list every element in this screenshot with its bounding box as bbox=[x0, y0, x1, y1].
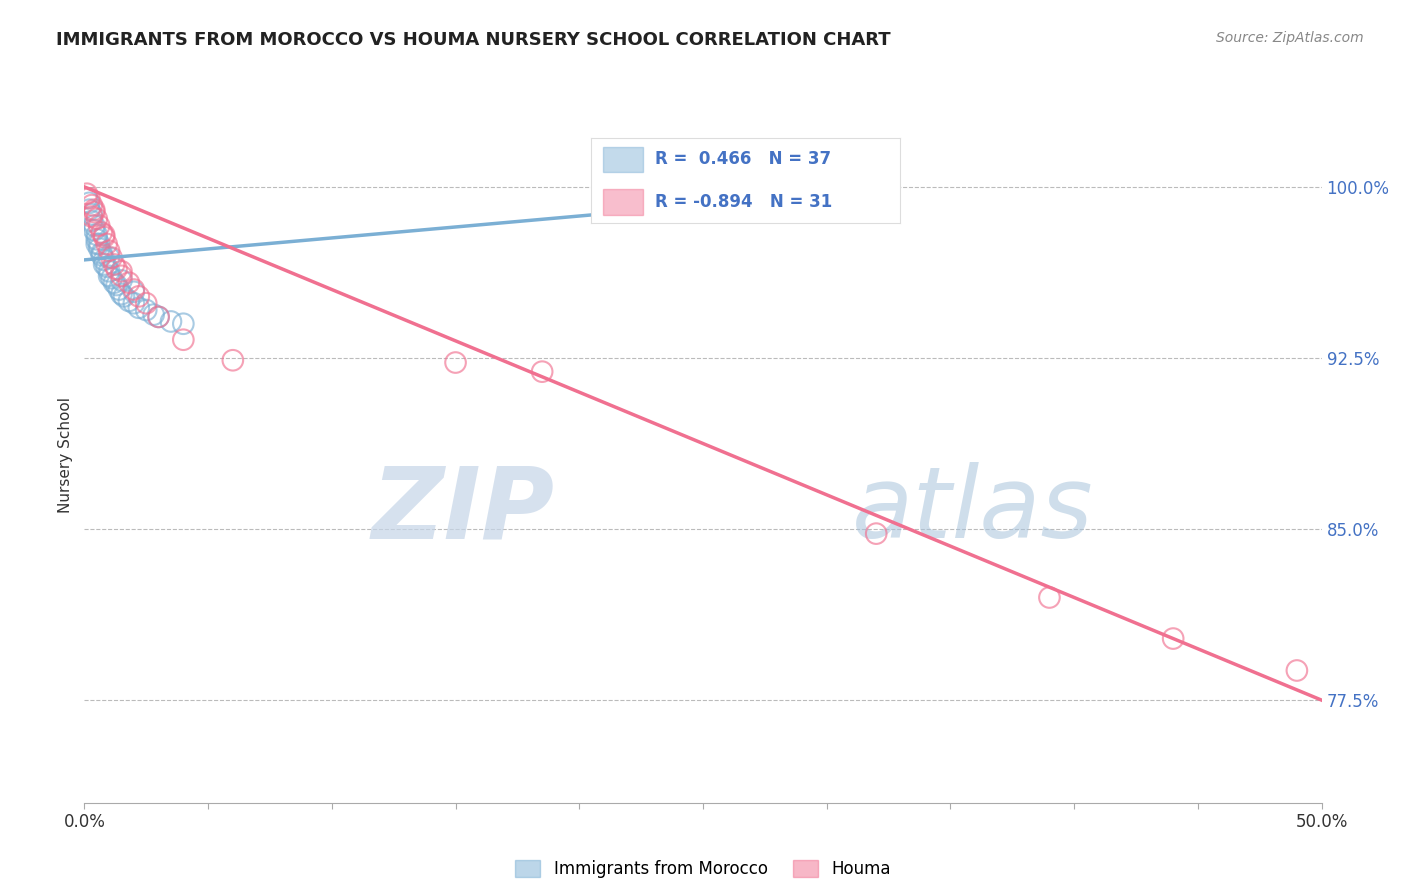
Point bbox=[105, 277, 128, 292]
Point bbox=[103, 276, 125, 290]
Point bbox=[118, 293, 141, 308]
Point bbox=[96, 236, 118, 251]
Point bbox=[122, 296, 145, 310]
Point bbox=[90, 248, 112, 262]
Point bbox=[108, 283, 131, 297]
Text: atlas: atlas bbox=[852, 462, 1092, 559]
Point bbox=[86, 227, 108, 242]
Point bbox=[76, 191, 98, 205]
Point bbox=[122, 285, 145, 299]
Point bbox=[148, 310, 170, 324]
Point bbox=[142, 308, 165, 322]
Point bbox=[100, 251, 122, 265]
Text: Source: ZipAtlas.com: Source: ZipAtlas.com bbox=[1216, 31, 1364, 45]
Point bbox=[112, 289, 135, 303]
Point bbox=[79, 202, 101, 217]
Point bbox=[135, 303, 157, 318]
Point bbox=[110, 264, 132, 278]
Point bbox=[103, 257, 125, 271]
Point bbox=[96, 260, 118, 274]
Point bbox=[172, 333, 194, 347]
Point bbox=[692, 189, 714, 203]
Point bbox=[531, 365, 554, 379]
Point bbox=[83, 202, 105, 217]
Point bbox=[98, 268, 121, 283]
Point bbox=[83, 205, 105, 219]
Point bbox=[93, 227, 115, 242]
Point bbox=[93, 230, 115, 244]
Point bbox=[110, 287, 132, 301]
Text: R =  0.466   N = 37: R = 0.466 N = 37 bbox=[655, 151, 831, 169]
Bar bbox=[603, 146, 643, 172]
Point bbox=[80, 207, 103, 221]
Point bbox=[76, 186, 98, 201]
Point bbox=[79, 195, 101, 210]
Bar bbox=[603, 189, 643, 214]
Point bbox=[122, 283, 145, 297]
Point bbox=[865, 526, 887, 541]
Point bbox=[128, 289, 150, 303]
Y-axis label: Nursery School: Nursery School bbox=[58, 397, 73, 513]
Point bbox=[80, 214, 103, 228]
Point bbox=[1161, 632, 1184, 646]
Point bbox=[89, 236, 111, 251]
Point bbox=[83, 219, 105, 233]
Point bbox=[110, 268, 132, 283]
Point bbox=[160, 314, 183, 328]
Point bbox=[222, 353, 245, 368]
Point bbox=[89, 219, 111, 233]
Point bbox=[135, 296, 157, 310]
Point bbox=[128, 301, 150, 315]
Point bbox=[444, 355, 467, 369]
Point bbox=[110, 273, 132, 287]
Point bbox=[148, 310, 170, 324]
Point bbox=[86, 211, 108, 226]
Point bbox=[172, 317, 194, 331]
Legend: Immigrants from Morocco, Houma: Immigrants from Morocco, Houma bbox=[509, 854, 897, 885]
Point bbox=[90, 246, 112, 260]
Point bbox=[83, 223, 105, 237]
Point bbox=[1285, 664, 1308, 678]
Point bbox=[86, 232, 108, 246]
Point bbox=[118, 276, 141, 290]
Point bbox=[80, 198, 103, 212]
Point bbox=[1038, 591, 1060, 605]
Point bbox=[98, 264, 121, 278]
Text: R = -0.894   N = 31: R = -0.894 N = 31 bbox=[655, 193, 832, 211]
Point bbox=[86, 236, 108, 251]
Point bbox=[79, 191, 101, 205]
Text: ZIP: ZIP bbox=[371, 462, 554, 559]
Point bbox=[105, 262, 128, 277]
Point bbox=[98, 244, 121, 258]
Point bbox=[89, 242, 111, 256]
Text: IMMIGRANTS FROM MOROCCO VS HOUMA NURSERY SCHOOL CORRELATION CHART: IMMIGRANTS FROM MOROCCO VS HOUMA NURSERY… bbox=[56, 31, 891, 49]
Point bbox=[98, 251, 121, 265]
Point bbox=[93, 252, 115, 267]
Point bbox=[80, 210, 103, 224]
Point bbox=[90, 226, 112, 240]
Point bbox=[100, 271, 122, 285]
Point bbox=[93, 257, 115, 271]
